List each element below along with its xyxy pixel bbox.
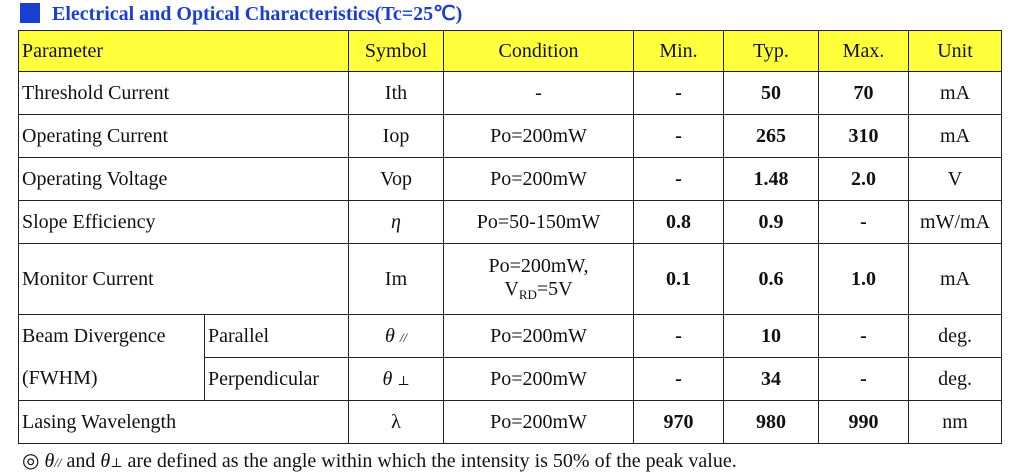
theta-symbol: θ	[44, 450, 55, 472]
min-cell: 0.1	[633, 243, 725, 315]
section-title: Electrical and Optical Characteristics(T…	[52, 2, 463, 25]
min-cell: -	[633, 157, 725, 201]
symbol-cell: Vop	[348, 157, 445, 201]
header-min: Min.	[633, 30, 725, 72]
condition-cell: -	[443, 71, 635, 115]
theta-symbol: θ	[382, 367, 393, 390]
min-cell: -	[633, 114, 725, 158]
condition-v-label: V	[504, 278, 519, 300]
bullet-icon: ◎	[22, 450, 40, 472]
parallel-subscript: //	[54, 455, 62, 470]
min-cell: -	[633, 357, 725, 401]
max-cell: 1.0	[818, 243, 910, 315]
unit-cell: mA	[908, 71, 1003, 115]
symbol-cell: Ith	[348, 71, 445, 115]
footnote-text: are defined as the angle within which th…	[127, 450, 737, 472]
unit-cell: V	[908, 157, 1003, 201]
param-cell: Beam Divergence	[18, 314, 205, 358]
table-row: Monitor Current Im Po=200mW, VRD=5V 0.1 …	[17, 243, 1003, 315]
parallel-subscript: //	[399, 329, 408, 345]
condition-cell: Po=200mW	[443, 114, 635, 158]
header-parameter: Parameter	[17, 30, 350, 72]
theta-symbol: θ	[100, 450, 111, 472]
condition-cell: Po=50-150mW	[443, 200, 635, 244]
subparam-cell: Parallel	[203, 314, 350, 358]
min-cell: -	[633, 71, 725, 115]
symbol-cell: Im	[348, 243, 445, 315]
param-cell: Operating Current	[17, 114, 350, 158]
table-row: Lasing Wavelength λ Po=200mW 970 980 990…	[17, 400, 1003, 444]
condition-cell: Po=200mW	[443, 157, 635, 201]
typ-cell: 1.48	[723, 157, 820, 201]
min-cell: 0.8	[633, 200, 725, 244]
param-cell: Threshold Current	[17, 71, 350, 115]
unit-cell: mA	[908, 114, 1003, 158]
param-cell: Lasing Wavelength	[17, 400, 350, 444]
param-cell: Monitor Current	[17, 243, 350, 315]
max-cell: 310	[818, 114, 910, 158]
max-cell: 990	[818, 400, 910, 444]
typ-cell: 50	[723, 71, 820, 115]
unit-cell: mA	[908, 243, 1003, 315]
unit-cell: nm	[908, 400, 1003, 444]
table-row: Threshold Current Ith - - 50 70 mA	[17, 71, 1003, 115]
max-cell: 2.0	[818, 157, 910, 201]
condition-cell: Po=200mW, VRD=5V	[443, 243, 635, 315]
footnote-and: and	[66, 450, 96, 472]
section-heading: Electrical and Optical Characteristics(T…	[20, 0, 462, 26]
condition-cell: Po=200mW	[443, 357, 635, 401]
symbol-cell: η	[348, 200, 445, 244]
header-max: Max.	[818, 30, 910, 72]
footnote: ◎ θ// and θ⊥ are defined as the angle wi…	[22, 448, 737, 473]
symbol-cell: Iop	[348, 114, 445, 158]
condition-line-2: VRD=5V	[448, 278, 629, 303]
max-cell: -	[818, 314, 910, 358]
typ-cell: 0.9	[723, 200, 820, 244]
table-row: Operating Current Iop Po=200mW - 265 310…	[17, 114, 1003, 158]
condition-v-value: =5V	[536, 278, 573, 300]
param-cell: (FWHM)	[18, 357, 205, 401]
param-cell: Slope Efficiency	[17, 200, 350, 244]
typ-cell: 265	[723, 114, 820, 158]
header-condition: Condition	[443, 30, 635, 72]
unit-cell: mW/mA	[908, 200, 1003, 244]
characteristics-table: Parameter Symbol Condition Min. Typ. Max…	[17, 30, 1003, 444]
table-header-row: Parameter Symbol Condition Min. Typ. Max…	[17, 30, 1003, 72]
typ-cell: 34	[723, 357, 820, 401]
condition-line-1: Po=200mW,	[488, 255, 589, 277]
symbol-cell: θ //	[348, 314, 445, 358]
condition-cell: Po=200mW	[443, 314, 635, 358]
typ-cell: 980	[723, 400, 820, 444]
symbol-cell: θ ⊥	[348, 357, 445, 401]
symbol-cell: λ	[348, 400, 445, 444]
unit-cell: deg.	[908, 314, 1003, 358]
condition-v-subscript: RD	[518, 287, 537, 302]
unit-cell: deg.	[908, 357, 1003, 401]
param-cell: Operating Voltage	[17, 157, 350, 201]
heading-square-icon	[20, 3, 40, 23]
perpendicular-subscript: ⊥	[110, 455, 123, 470]
header-symbol: Symbol	[348, 30, 445, 72]
min-cell: -	[633, 314, 725, 358]
min-cell: 970	[633, 400, 725, 444]
max-cell: -	[818, 357, 910, 401]
theta-symbol: θ	[384, 324, 395, 347]
table-row: Operating Voltage Vop Po=200mW - 1.48 2.…	[17, 157, 1003, 201]
max-cell: 70	[818, 71, 910, 115]
header-typ: Typ.	[723, 30, 820, 72]
condition-cell: Po=200mW	[443, 400, 635, 444]
typ-cell: 0.6	[723, 243, 820, 315]
table-row: Slope Efficiency η Po=50-150mW 0.8 0.9 -…	[17, 200, 1003, 244]
max-cell: -	[818, 200, 910, 244]
subparam-cell: Perpendicular	[203, 357, 350, 401]
table-row: Beam Divergence Parallel θ // Po=200mW -…	[18, 314, 1003, 358]
table-row: (FWHM) Perpendicular θ ⊥ Po=200mW - 34 -…	[18, 357, 1003, 401]
perpendicular-subscript: ⊥	[397, 372, 410, 388]
header-unit: Unit	[908, 30, 1003, 72]
typ-cell: 10	[723, 314, 820, 358]
